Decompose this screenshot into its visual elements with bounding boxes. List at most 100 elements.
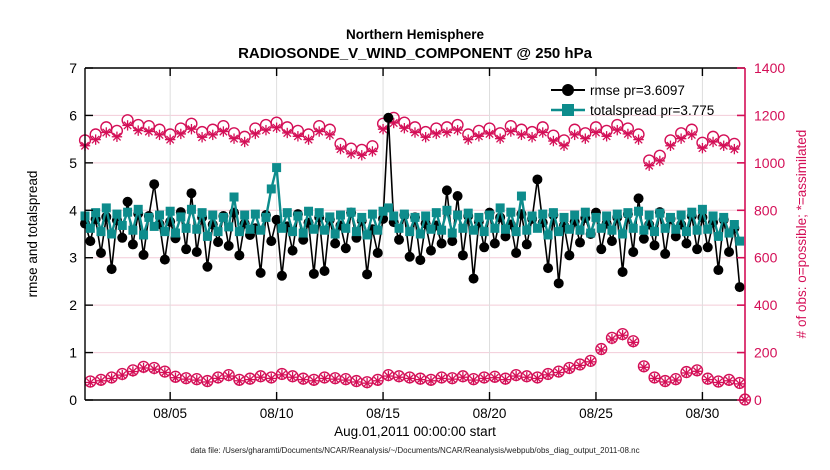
obs-assimilated-marker: [735, 379, 744, 389]
totalspread-marker: [538, 209, 548, 219]
totalspread-marker: [458, 223, 468, 233]
totalspread-marker: [394, 223, 404, 233]
obs-assimilated-marker: [224, 371, 233, 381]
rmse-marker: [681, 238, 692, 249]
obs-assimilated-marker: [378, 125, 388, 134]
totalspread-marker: [516, 191, 526, 201]
x-axis-label: Aug.01,2011 00:00:00 start: [334, 424, 496, 439]
totalspread-marker: [320, 225, 330, 235]
obs-assimilated-marker: [283, 128, 292, 138]
obs-assimilated-marker: [623, 129, 633, 139]
totalspread-marker: [564, 224, 574, 234]
totalspread-marker: [176, 212, 186, 222]
obs-assimilated-marker: [506, 127, 515, 136]
rmse-marker: [452, 191, 463, 202]
rmse-marker: [181, 244, 192, 255]
obs-assimilated-marker: [288, 373, 297, 382]
obs-assimilated-marker: [671, 375, 680, 385]
x-tick-label: 08/05: [153, 406, 187, 421]
totalspread-marker: [447, 228, 457, 238]
totalspread-marker: [426, 224, 436, 234]
obs-assimilated-marker: [394, 373, 404, 382]
obs-assimilated-marker: [341, 375, 350, 385]
rmse-marker: [633, 193, 644, 204]
obs-assimilated-marker: [602, 132, 611, 141]
totalspread-marker: [117, 220, 127, 230]
obs-assimilated-marker: [320, 374, 329, 383]
totalspread-marker: [634, 206, 644, 216]
obs-assimilated-marker: [261, 125, 271, 135]
obs-assimilated-marker: [405, 374, 414, 383]
rmse-marker: [271, 214, 282, 225]
rmse-marker: [276, 270, 287, 281]
legend: rmse pr=3.6097 totalspread pr=3.775: [551, 83, 714, 118]
right-axis-label: # of obs: o=possible; *=assimilated: [794, 130, 809, 339]
obs-assimilated-marker: [160, 368, 169, 377]
obs-assimilated-marker: [634, 135, 643, 144]
rmse-marker: [404, 251, 415, 262]
totalspread-marker: [224, 222, 234, 232]
obs-assimilated-marker: [197, 133, 207, 142]
totalspread-marker: [245, 224, 255, 234]
rmse-series: [80, 112, 745, 293]
obs-assimilated-marker: [549, 136, 558, 146]
totalspread-marker: [373, 225, 383, 235]
rmse-marker: [628, 247, 639, 258]
totalspread-marker: [91, 208, 101, 218]
totalspread-marker: [735, 236, 745, 246]
obs-assimilated-marker: [357, 151, 366, 160]
totalspread-line: [83, 167, 741, 242]
totalspread-marker: [644, 210, 654, 220]
totalspread-marker: [607, 225, 617, 235]
totalspread-marker: [266, 184, 276, 194]
obs-assimilated-marker: [336, 144, 345, 154]
obs-assimilated-marker: [144, 127, 154, 136]
totalspread-marker: [389, 211, 399, 221]
obs-assimilated-marker: [331, 374, 340, 384]
obs-assimilated-marker: [714, 378, 723, 387]
obs-assimilated-marker: [128, 367, 138, 376]
obs-assimilated-marker: [496, 134, 505, 143]
totalspread-series: [80, 163, 745, 246]
obs-assimilated-marker: [187, 125, 196, 134]
rmse-marker: [319, 265, 330, 276]
rmse-marker: [734, 282, 745, 293]
totalspread-marker: [660, 223, 670, 233]
obs-assimilated-marker: [645, 161, 654, 170]
rmse-marker: [362, 269, 373, 280]
totalspread-legend-label: totalspread pr=3.775: [590, 103, 714, 118]
totalspread-marker: [500, 224, 510, 234]
obs-assimilated-marker: [485, 129, 494, 139]
rmse-marker: [436, 238, 447, 249]
rmse-marker: [425, 245, 436, 256]
obs-assimilated-marker: [208, 130, 217, 140]
totalspread-marker: [729, 220, 739, 230]
obs-assimilated-marker: [426, 376, 436, 385]
obs-assimilated-marker: [123, 121, 132, 130]
rmse-marker: [532, 174, 543, 185]
obs-assimilated-marker: [421, 133, 430, 142]
totalspread-marker: [155, 210, 165, 220]
obs-assimilated-marker: [730, 144, 739, 154]
totalspread-marker: [192, 224, 202, 234]
obs-assimilated-marker: [240, 137, 249, 147]
rmse-marker: [330, 238, 341, 249]
totalspread-marker: [288, 227, 298, 237]
left-tick-label: 7: [69, 60, 77, 76]
totalspread-marker: [495, 203, 505, 213]
obs-assimilated-marker: [708, 137, 718, 147]
obs-assimilated-marker: [703, 375, 712, 384]
obs-assimilated-marker: [315, 127, 324, 136]
obs-assimilated-marker: [629, 338, 638, 347]
obs-assimilated-marker: [432, 129, 441, 139]
obs-assimilated-marker: [352, 377, 361, 387]
x-tick-label: 08/15: [366, 406, 400, 421]
totalspread-marker: [362, 230, 372, 240]
x-tick-label: 08/20: [473, 406, 507, 421]
totalspread-marker: [367, 209, 377, 219]
totalspread-marker: [133, 204, 143, 214]
obs-assimilated-marker: [474, 132, 484, 141]
obs-assimilated-marker: [719, 141, 728, 150]
